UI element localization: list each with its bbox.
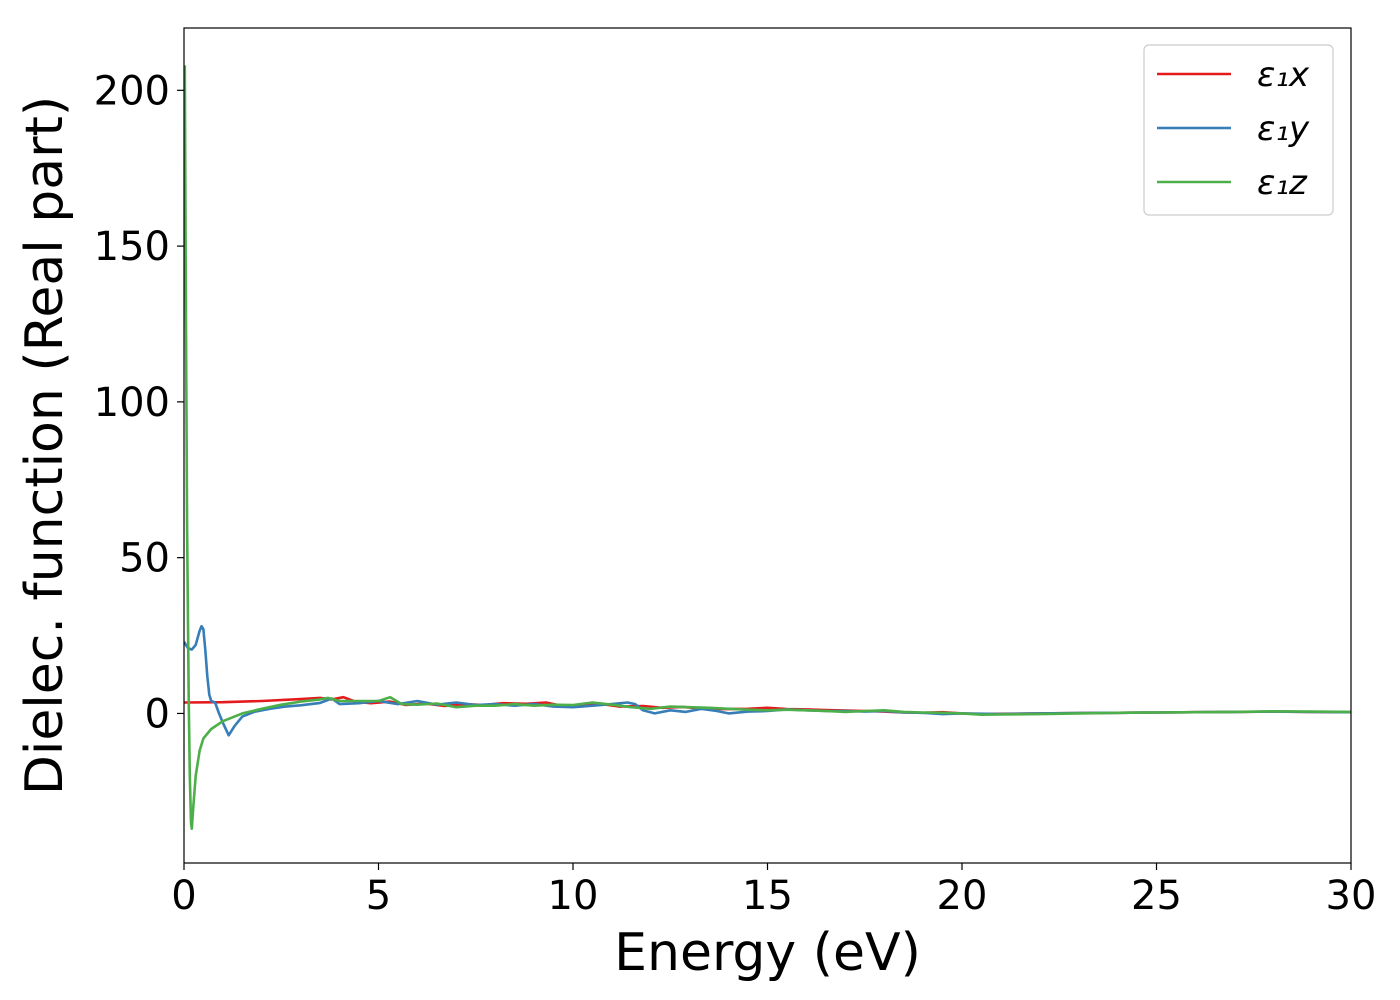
x-tick-label: 30 bbox=[1326, 873, 1377, 919]
legend: ε₁x ε₁y ε₁z bbox=[1143, 44, 1334, 216]
y-tick-label: 100 bbox=[94, 380, 170, 426]
series-line-3 bbox=[184, 65, 1351, 831]
y-axis-title: Dielec. function (Real part) bbox=[15, 96, 75, 795]
y-tick-label: 50 bbox=[119, 536, 170, 582]
x-tick-label: 25 bbox=[1131, 873, 1182, 919]
x-tick-label: 10 bbox=[548, 873, 599, 919]
y-tick-label: 0 bbox=[145, 691, 170, 737]
legend-box bbox=[1143, 44, 1334, 216]
x-tick-label: 5 bbox=[366, 873, 391, 919]
x-tick-label: 0 bbox=[171, 873, 196, 919]
series-layer bbox=[184, 65, 1351, 831]
series-line-2 bbox=[184, 624, 1351, 737]
x-tick-label: 20 bbox=[937, 873, 988, 919]
legend-label: ε₁x bbox=[1257, 55, 1310, 95]
legend-label: ε₁z bbox=[1257, 163, 1308, 203]
x-axis-title: Energy (eV) bbox=[614, 923, 921, 983]
x-tick-label: 15 bbox=[742, 873, 793, 919]
ticks-layer: 0 5 10 15 20 25 30 0 50 100 150 200 bbox=[94, 68, 1377, 919]
y-tick-label: 200 bbox=[94, 68, 170, 114]
y-tick-label: 150 bbox=[94, 224, 170, 270]
legend-label: ε₁y bbox=[1257, 109, 1310, 149]
